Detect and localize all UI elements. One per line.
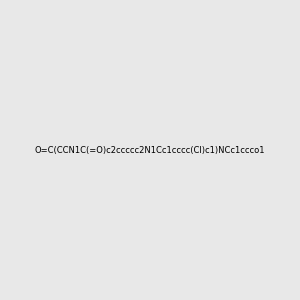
Text: O=C(CCN1C(=O)c2ccccc2N1Cc1cccc(Cl)c1)NCc1ccco1: O=C(CCN1C(=O)c2ccccc2N1Cc1cccc(Cl)c1)NCc… [35, 146, 265, 154]
